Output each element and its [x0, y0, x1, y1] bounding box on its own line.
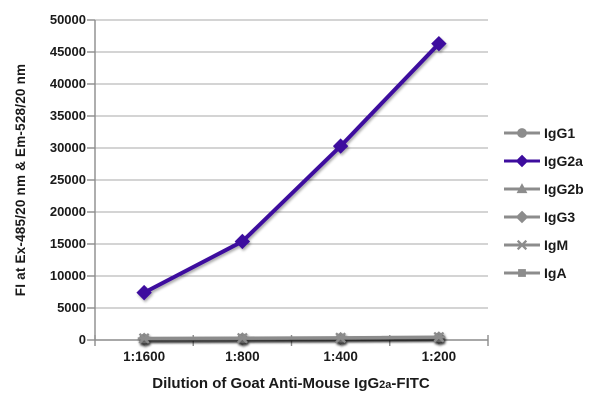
y-tick-label: 50000	[49, 12, 86, 27]
series-IgG2a	[136, 35, 447, 301]
legend-item-IgM: IgM	[503, 231, 584, 259]
y-tick-label: 30000	[49, 140, 86, 155]
legend-item-IgG1: IgG1	[503, 119, 584, 147]
y-tick-label: 35000	[49, 108, 86, 123]
data-point-marker-asterisk	[137, 333, 151, 344]
data-point-marker-asterisk	[516, 239, 528, 251]
data-point-marker-triangle	[516, 183, 528, 194]
legend-marker-diamond-icon	[504, 154, 540, 168]
x-axis-title-prefix: Dilution of Goat Anti-Mouse IgG	[152, 375, 380, 392]
data-point-marker-diamond	[234, 233, 251, 250]
data-point-marker-asterisk	[334, 332, 347, 344]
y-tick-label: 45000	[49, 44, 86, 59]
gridlines	[95, 19, 488, 309]
x-tick-label: 1:800	[225, 349, 260, 364]
legend-marker-square-icon	[504, 269, 540, 277]
y-tick-label: 20000	[49, 204, 86, 219]
x-tick-label: 1:1600	[123, 349, 166, 364]
y-tick-label: 25000	[49, 172, 86, 187]
data-point-marker-diamond	[136, 284, 152, 301]
legend-item-IgG2b: IgG2b	[503, 175, 584, 203]
data-point-marker-square	[518, 269, 526, 277]
data-point-marker-diamond	[515, 154, 529, 168]
series-layer	[136, 35, 447, 346]
y-tick-label: 10000	[49, 268, 86, 283]
legend-marker-asterisk-icon	[504, 239, 540, 251]
y-tick-label: 40000	[49, 76, 86, 91]
x-tick-label: 1:200	[421, 349, 457, 364]
legend-item-IgG3: IgG3	[503, 203, 584, 231]
y-tick-label: 15000	[49, 236, 86, 251]
legend-label: IgG1	[544, 125, 576, 141]
y-tick-label: 5000	[57, 300, 86, 315]
x-axis-title-subscript: 2a	[379, 379, 392, 391]
legend-marker-triangle-icon	[504, 183, 540, 194]
data-point-marker-circle	[517, 128, 527, 138]
series-line-IgM	[142, 335, 441, 340]
legend-label: IgM	[544, 237, 569, 253]
legend-label: IgG2a	[544, 153, 583, 169]
x-axis-title-suffix: -FITC	[391, 375, 430, 392]
legend-item-IgG2a: IgG2a	[503, 147, 584, 175]
legend-item-IgA: IgA	[503, 259, 584, 287]
x-tick-label: 1:400	[323, 349, 358, 364]
data-point-marker-diamond	[431, 35, 447, 52]
x-axis-title: Dilution of Goat Anti-Mouse IgG2a-FITC	[111, 375, 471, 392]
data-point-marker-asterisk	[236, 332, 249, 344]
legend-label: IgG3	[544, 209, 576, 225]
data-point-marker-diamond	[515, 210, 529, 224]
y-tick-label: 0	[78, 332, 86, 347]
legend: IgG1 IgG2a IgG2b IgG3 IgM IgA	[503, 119, 584, 287]
series-IgM	[137, 331, 446, 344]
legend-label: IgG2b	[544, 181, 584, 197]
legend-label: IgA	[544, 265, 567, 281]
legend-marker-circle-icon	[504, 128, 540, 138]
data-point-marker-diamond	[332, 138, 349, 154]
legend-marker-diamond-icon	[504, 210, 540, 224]
series-line-IgG2a	[142, 41, 441, 295]
data-point-marker-asterisk	[432, 331, 446, 343]
